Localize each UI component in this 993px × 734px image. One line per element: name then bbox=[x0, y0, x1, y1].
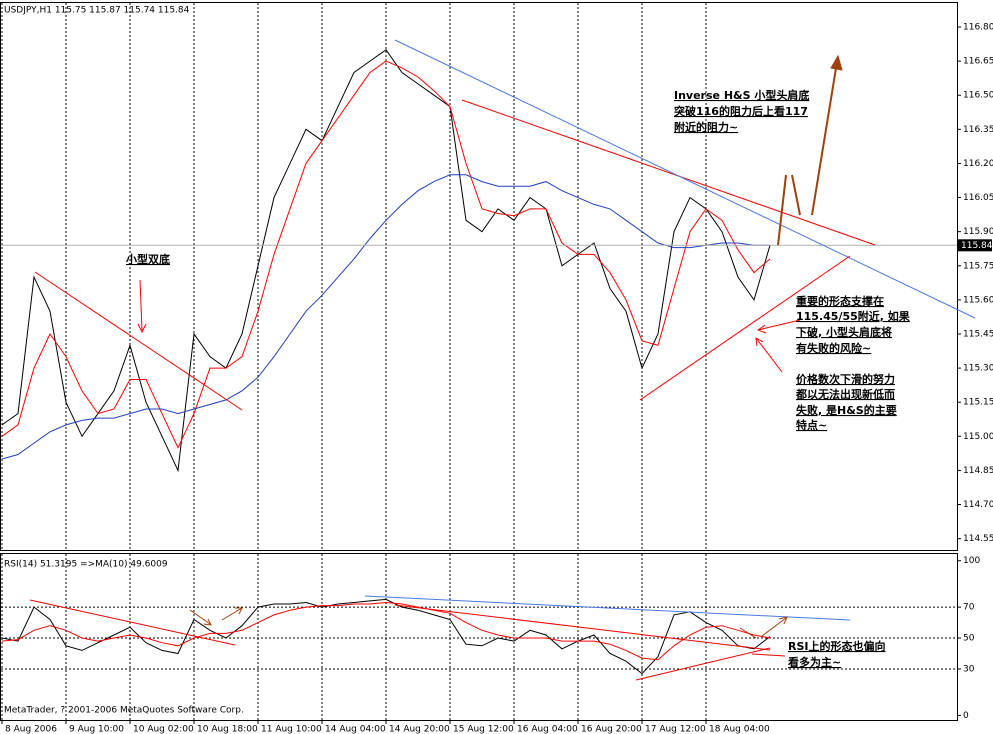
x-tick-label: 17 Aug 12:00 bbox=[645, 725, 706, 734]
x-tick-label: 15 Aug 12:00 bbox=[453, 725, 514, 734]
footer: MetaTrader, ? 2001-2006 MetaQuotes Softw… bbox=[4, 706, 244, 716]
y-tick-label: 50 bbox=[963, 634, 975, 644]
last-price-label: 115.84 bbox=[961, 241, 993, 251]
y-tick-label: 116.65 bbox=[963, 57, 993, 67]
y-tick-label: 116.05 bbox=[963, 193, 993, 203]
annotation: 价格数次下滑的努力 bbox=[796, 372, 895, 386]
x-tick-label: 10 Aug 18:00 bbox=[197, 725, 258, 734]
x-tick-label: 11 Aug 10:00 bbox=[261, 725, 322, 734]
annotation: 115.45/55附近, 如果 bbox=[796, 309, 910, 323]
price-pane bbox=[0, 2, 958, 551]
y-tick-label: 115.45 bbox=[963, 329, 993, 339]
y-tick-label: 115.60 bbox=[963, 295, 993, 305]
series-line bbox=[1, 60, 771, 449]
y-tick-label: 115.75 bbox=[963, 261, 993, 271]
annotation: 突破116的阻力后上看117 bbox=[674, 104, 808, 118]
rsi-pane bbox=[0, 553, 958, 721]
series-line bbox=[1, 49, 771, 473]
series-line bbox=[1, 598, 771, 675]
annotation: RSI上的形态也偏向 bbox=[788, 639, 886, 653]
x-tick-label: 14 Aug 04:00 bbox=[325, 725, 386, 734]
x-tick-label: 8 Aug 2006 bbox=[5, 725, 57, 734]
annotation: 特点~ bbox=[796, 418, 827, 432]
x-tick-label: 14 Aug 20:00 bbox=[389, 725, 450, 734]
annotation: 都以无法出现新低而 bbox=[795, 387, 895, 401]
y-tick-label: 116.35 bbox=[963, 125, 993, 135]
x-tick-label: 18 Aug 04:00 bbox=[709, 725, 770, 734]
rsi-title: RSI(14) 51.3195 =>MA(10) 49.6009 bbox=[4, 560, 168, 570]
x-tick-label: 16 Aug 20:00 bbox=[581, 725, 642, 734]
y-tick-label: 30 bbox=[963, 664, 975, 674]
y-tick-label: 0 bbox=[963, 711, 969, 721]
trend-lines bbox=[29, 39, 976, 681]
series-line bbox=[1, 174, 770, 460]
annotation: Inverse H&S 小型头肩底 bbox=[674, 88, 809, 102]
annotation: 下破, 小型头肩底将 bbox=[796, 325, 892, 339]
series-line bbox=[1, 601, 771, 661]
y-tick-label: 116.50 bbox=[963, 91, 993, 101]
y-tick-label: 116.80 bbox=[963, 23, 993, 33]
y-tick-label: 116.20 bbox=[963, 159, 993, 169]
annotation: 看多为主~ bbox=[788, 655, 841, 669]
y-tick-label: 100 bbox=[963, 556, 980, 566]
y-tick-label: 114.55 bbox=[963, 534, 993, 544]
annotation: 有失败的风险~ bbox=[796, 341, 871, 355]
y-tick-label: 115.90 bbox=[963, 227, 993, 237]
price-title: USDJPY,H1 115.75 115.87 115.74 115.84 bbox=[4, 6, 190, 16]
y-tick-label: 115.00 bbox=[963, 432, 993, 442]
y-tick-label: 70 bbox=[963, 603, 975, 613]
x-tick-label: 16 Aug 04:00 bbox=[517, 725, 578, 734]
annotation: 附近的阻力~ bbox=[674, 120, 738, 134]
y-tick-label: 114.85 bbox=[963, 466, 993, 476]
y-tick-label: 114.70 bbox=[963, 500, 993, 510]
annotation: 小型双底 bbox=[125, 252, 170, 266]
annotation: 重要的形态支撑在 bbox=[796, 294, 884, 308]
y-tick-label: 115.30 bbox=[963, 364, 993, 374]
y-tick-label: 115.15 bbox=[963, 398, 993, 408]
annotation: 失败, 是H&S的主要 bbox=[796, 403, 897, 417]
x-tick-label: 10 Aug 02:00 bbox=[133, 725, 194, 734]
last-price-box bbox=[958, 239, 992, 252]
x-tick-label: 9 Aug 10:00 bbox=[69, 725, 124, 734]
